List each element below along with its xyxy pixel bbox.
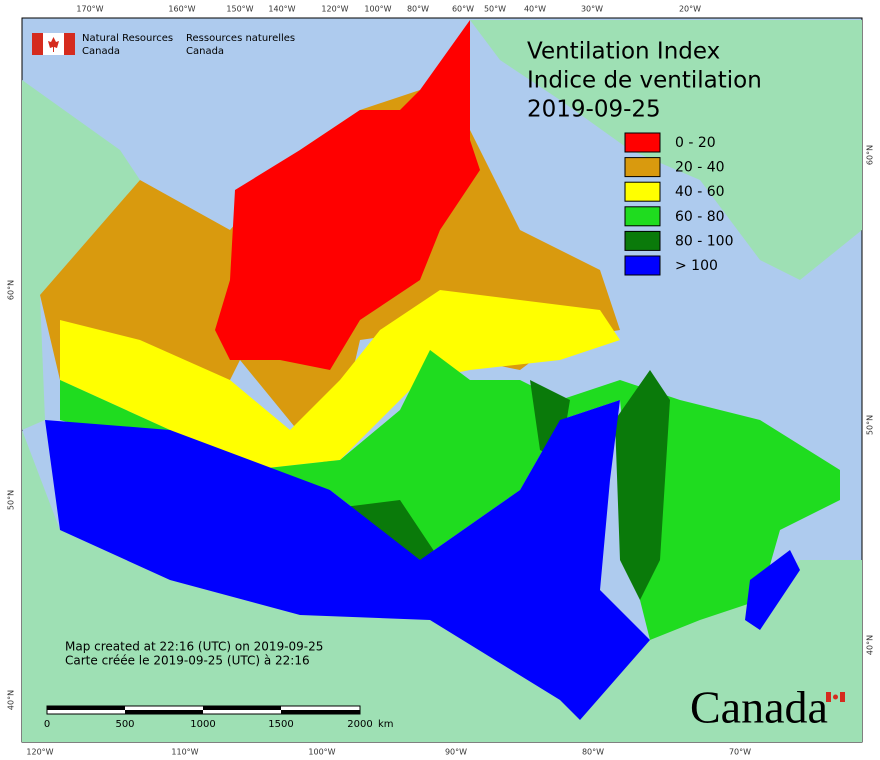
legend-swatch [624, 255, 661, 276]
greenland [470, 20, 862, 280]
latitude-label: 40°N [866, 635, 875, 655]
longitude-label: 110°W [171, 748, 198, 757]
longitude-label: 40°W [524, 5, 546, 14]
wordmark-flag [826, 692, 845, 702]
flag-band [840, 692, 845, 702]
flag-leaf [48, 37, 59, 52]
legend-swatch [624, 132, 661, 153]
united-states [22, 430, 862, 742]
longitude-label: 70°W [729, 748, 751, 757]
title: Ventilation Index [527, 39, 720, 65]
alaska [22, 80, 140, 430]
scale-bar-segment [203, 706, 281, 710]
flag-band [32, 33, 43, 55]
legend-label: 60 - 80 [675, 209, 725, 225]
scale-label: 1000 [190, 719, 215, 730]
latitude-label: 50°N [866, 415, 875, 435]
scale-label: 2000 [347, 719, 372, 730]
longitude-label: 80°W [407, 5, 429, 14]
legend-label: > 100 [675, 258, 718, 274]
scale-label: 0 [44, 719, 50, 730]
scale-bar-segment [125, 710, 203, 714]
agency-en: Natural Resources [82, 33, 173, 44]
scale-bar-segment [281, 710, 360, 714]
footer-note: Carte créée le 2019-09-25 (UTC) à 22:16 [65, 654, 310, 668]
scale-bar-segment [47, 706, 125, 710]
latitude-label: 40°N [7, 690, 16, 710]
scale-label: 500 [115, 719, 134, 730]
longitude-label: 100°W [308, 748, 335, 757]
legend-swatch [624, 206, 661, 227]
longitude-label: 140°W [268, 5, 295, 14]
zone-over-100 [45, 400, 800, 720]
scale-bar [46, 705, 361, 715]
longitude-label: 80°W [582, 748, 604, 757]
flag [32, 33, 75, 55]
legend-label: 80 - 100 [675, 233, 734, 249]
latitude-label: 50°N [7, 490, 16, 510]
legend-label: 40 - 60 [675, 184, 725, 200]
legend-label: 20 - 40 [675, 160, 725, 176]
title: Indice de ventilation [527, 68, 762, 94]
legend-swatch [624, 181, 661, 202]
agency-en: Canada [82, 46, 120, 57]
footer-note: Map created at 22:16 (UTC) on 2019-09-25 [65, 640, 323, 654]
date: 2019-09-25 [527, 97, 661, 123]
ventilation-zones [40, 20, 840, 720]
longitude-label: 30°W [581, 5, 603, 14]
longitude-label: 90°W [445, 748, 467, 757]
longitude-label: 100°W [364, 5, 391, 14]
longitude-label: 60°W [452, 5, 474, 14]
longitude-label: 160°W [168, 5, 195, 14]
zone-40-60 [60, 290, 620, 470]
zone-80-100 [320, 370, 670, 600]
legend-swatch [624, 157, 661, 178]
latitude-label: 60°N [866, 145, 875, 165]
legend-swatch [624, 230, 661, 251]
legend-label: 0 - 20 [675, 135, 716, 151]
longitude-label: 120°W [26, 748, 53, 757]
longitude-label: 120°W [321, 5, 348, 14]
agency-fr: Ressources naturelles [186, 33, 295, 44]
basemap [22, 20, 862, 742]
scale-unit: km [378, 719, 394, 730]
wordmark: Canada [690, 682, 828, 733]
latitude-label: 60°N [7, 280, 16, 300]
flag-band [64, 33, 75, 55]
agency-fr: Canada [186, 46, 224, 57]
scale-label: 1500 [268, 719, 293, 730]
longitude-label: 170°W [76, 5, 103, 14]
longitude-label: 150°W [226, 5, 253, 14]
flag-band [826, 692, 831, 702]
longitude-label: 20°W [679, 5, 701, 14]
zone-0-20 [215, 20, 480, 370]
flag-leaf [833, 694, 838, 700]
longitude-label: 50°W [484, 5, 506, 14]
